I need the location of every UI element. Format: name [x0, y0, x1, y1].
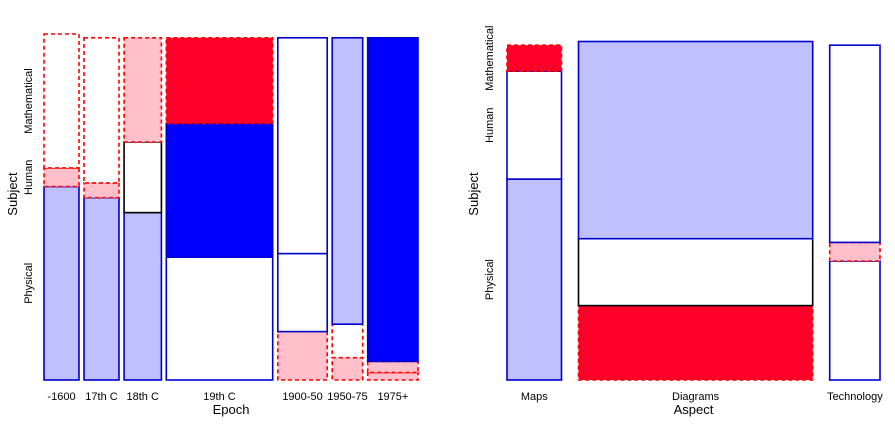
aspect-mosaic-panel: Maps Diagrams Technology Physical Human Mathe…: [466, 25, 883, 417]
x-tick-label-maps: Maps: [521, 391, 548, 403]
mosaic-cell-1950-75-mathematical: [331, 36, 364, 325]
mosaic-cell-1900-50-mathematical: [276, 36, 328, 255]
mosaic-cell-1600-human: [43, 167, 80, 188]
mosaic-cell-diagrams-physical: [577, 304, 814, 381]
mosaic-cell-1600-physical: [43, 185, 80, 381]
y-tick-label-human: Human: [484, 107, 496, 142]
x-axis-title: Aspect: [674, 402, 714, 417]
y-tick-label-physical: Physical: [23, 263, 35, 304]
mosaic-cell-maps-human: [506, 70, 563, 180]
mosaic-cell-17th-c-physical: [83, 196, 120, 381]
mosaic-cell-diagrams-mathematical: [577, 40, 814, 240]
x-tick-label-1600: -1600: [47, 391, 75, 403]
mosaic-cell-1950-75-physical: [331, 356, 364, 381]
x-axis-title: Epoch: [213, 402, 250, 417]
mosaic-cell-technology-human: [828, 241, 881, 262]
mosaic-cell-1950-75-human: [331, 323, 364, 359]
mosaic-cell-19th-c-physical: [165, 256, 274, 381]
x-tick-label-18th-c: 18th C: [126, 391, 158, 403]
mosaic-cell-1975-physical: [366, 371, 419, 381]
mosaic-cell-18th-c-mathematical: [123, 36, 163, 143]
mosaic-cell-19th-c-mathematical: [165, 36, 274, 125]
mosaic-cell-19th-c-human: [165, 122, 274, 258]
mosaic-cell-maps-mathematical: [506, 44, 563, 73]
y-tick-label-mathematical: Mathematical: [23, 68, 35, 133]
y-axis-title: Subject: [5, 172, 20, 216]
y-axis-title: Subject: [466, 172, 481, 216]
mosaic-cell-17th-c-mathematical: [83, 36, 120, 184]
mosaic-cell-1900-50-human: [276, 252, 328, 333]
x-tick-label-17th-c: 17th C: [85, 391, 117, 403]
x-tick-label-technology: Technology: [827, 391, 883, 403]
mosaic-cell-1900-50-physical: [276, 330, 328, 381]
mosaic-cell-18th-c-human: [123, 141, 163, 214]
mosaic-cell-1975-mathematical: [366, 36, 419, 363]
mosaic-cell-diagrams-human: [577, 237, 814, 307]
y-tick-label-physical: Physical: [484, 259, 496, 300]
x-tick-label-1975: 1975+: [377, 391, 408, 403]
mosaic-cell-17th-c-human: [83, 182, 120, 199]
mosaic-cell-technology-mathematical: [828, 44, 881, 244]
y-tick-label-mathematical: Mathematical: [484, 25, 496, 90]
mosaic-cell-18th-c-physical: [123, 211, 163, 381]
x-tick-label-19th-c: 19th C: [203, 391, 235, 403]
mosaic-cell-1600-mathematical: [43, 33, 80, 169]
x-tick-label-1900-50: 1900-50: [282, 391, 322, 403]
x-tick-label-diagrams: Diagrams: [672, 391, 720, 403]
mosaic-cell-maps-physical: [506, 178, 563, 381]
epoch-mosaic-panel: -1600 17th C 18th C 19th C 1900-50 1950-75 197…: [5, 33, 419, 417]
y-tick-label-human: Human: [23, 160, 35, 195]
x-tick-label-1950-75: 1950-75: [327, 391, 367, 403]
mosaic-cell-1975-human: [366, 360, 419, 374]
mosaic-cell-technology-physical: [828, 260, 881, 381]
